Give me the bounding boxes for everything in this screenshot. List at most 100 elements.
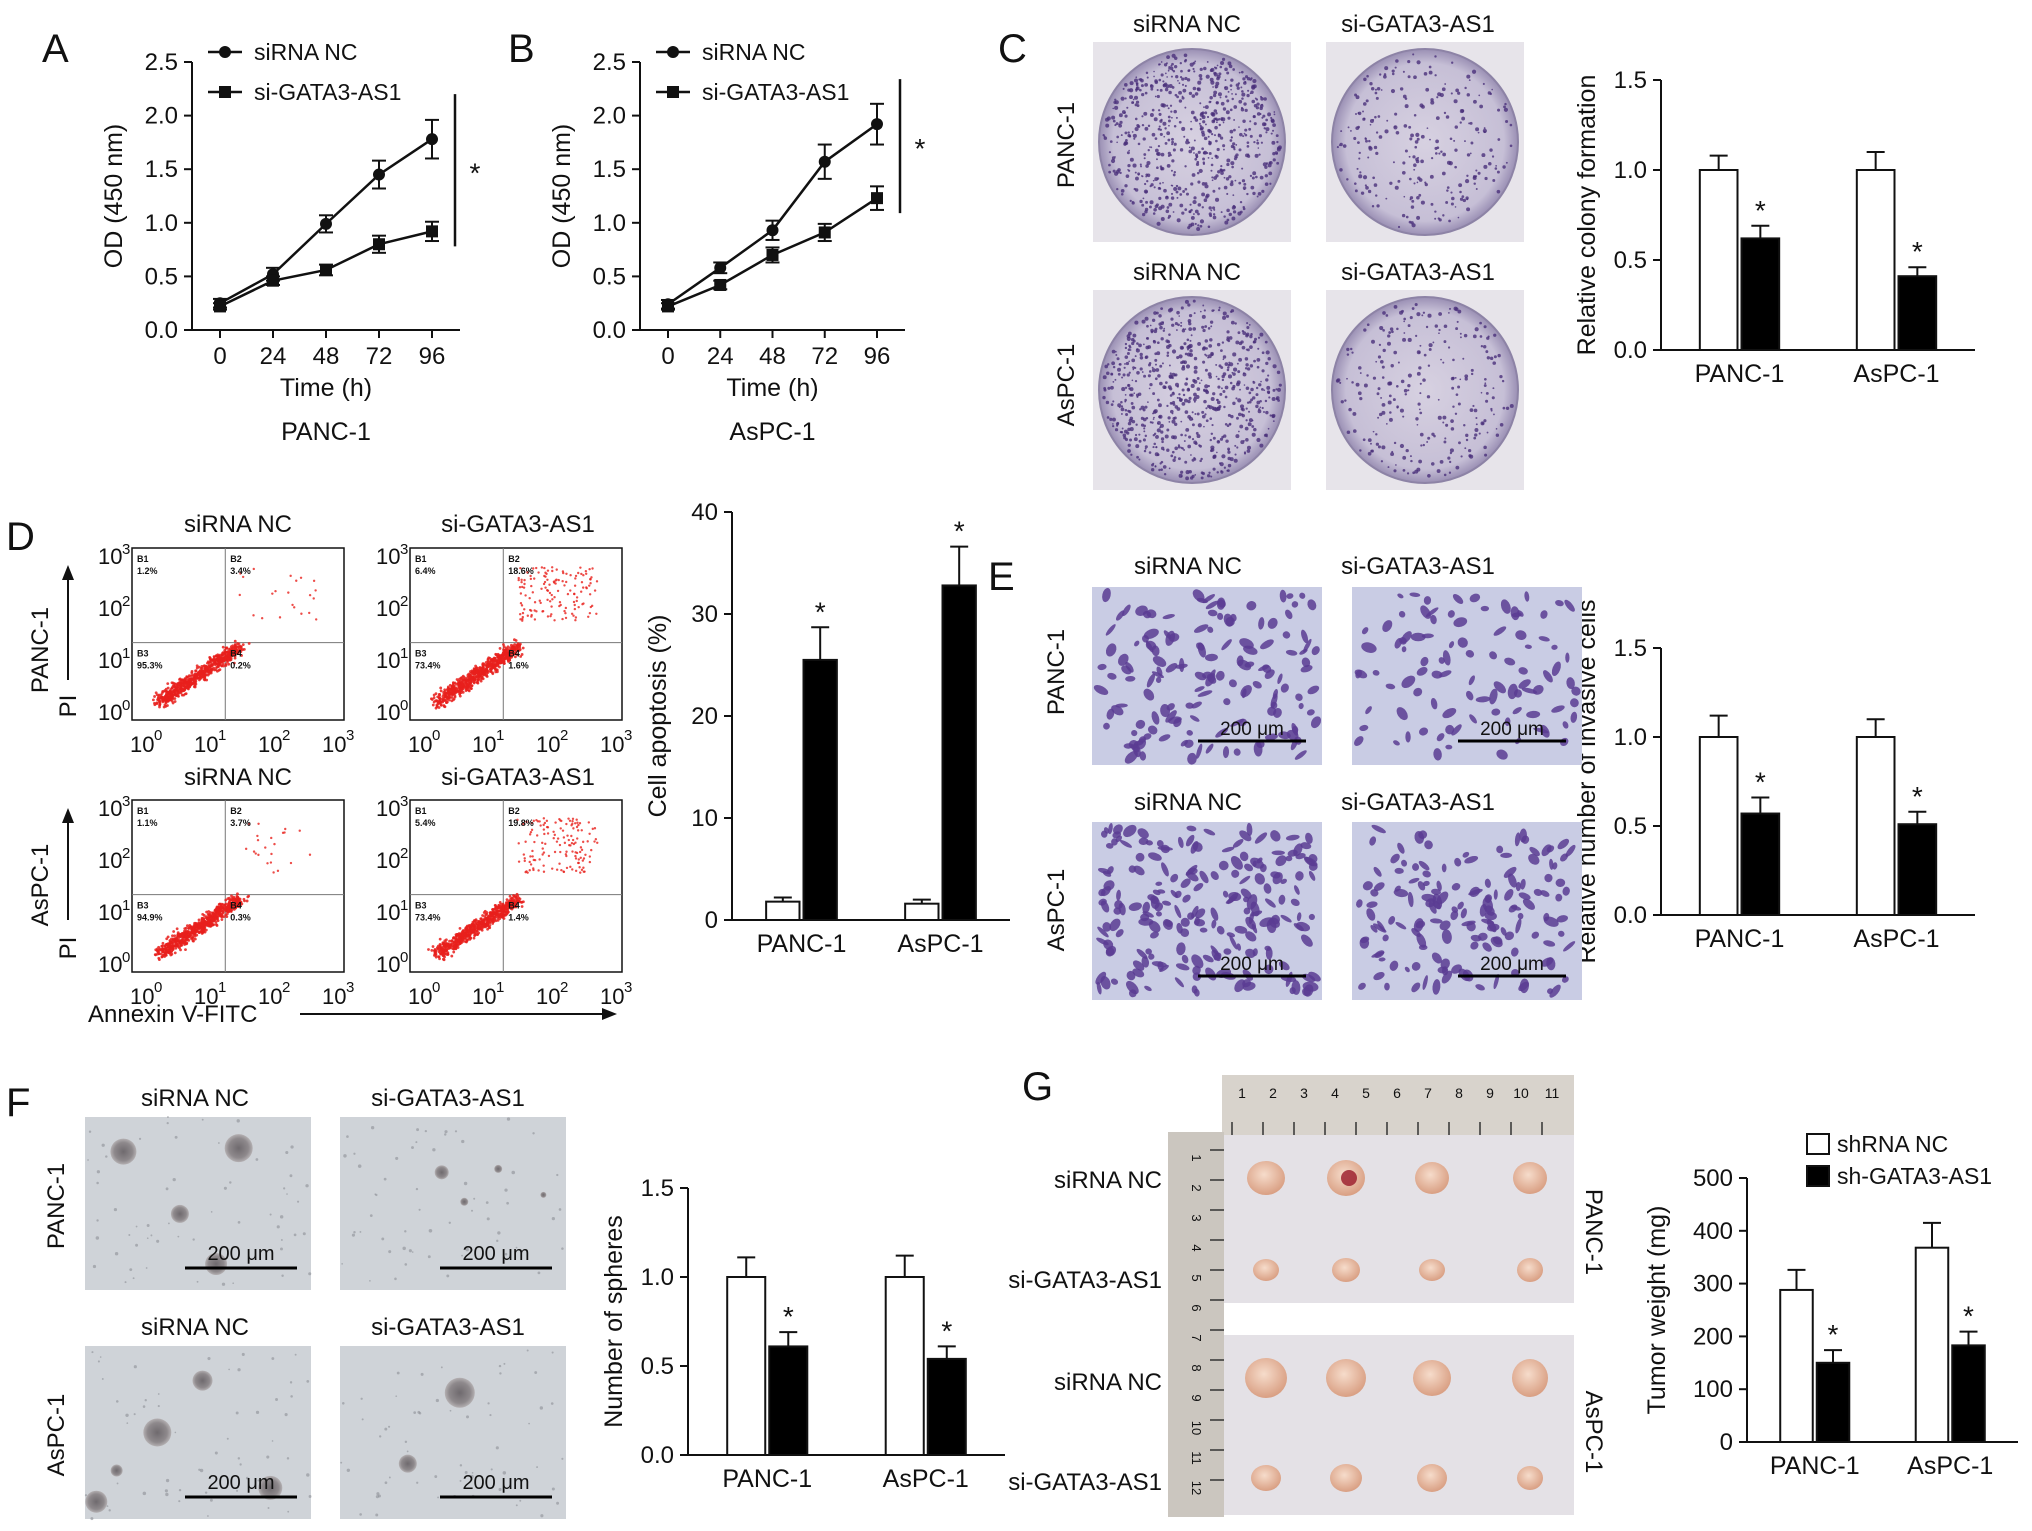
colony — [1399, 408, 1404, 413]
colony — [1216, 74, 1221, 79]
colony — [1124, 342, 1128, 346]
colony — [1263, 411, 1265, 413]
colony — [1184, 299, 1189, 304]
colony — [1146, 180, 1149, 183]
colony — [1399, 87, 1404, 91]
colony — [1226, 338, 1230, 342]
x-tick-exponent: 0 — [432, 727, 440, 744]
colony — [1237, 331, 1241, 335]
colony — [1185, 364, 1191, 369]
flow-event — [208, 913, 211, 916]
flow-event — [496, 659, 500, 663]
colony — [1493, 333, 1497, 337]
colony — [1363, 117, 1366, 120]
colony — [1134, 171, 1137, 174]
colony — [1459, 378, 1462, 381]
colony — [1223, 215, 1226, 218]
flow-event — [497, 654, 501, 658]
colony — [1388, 394, 1392, 398]
flow-event — [247, 642, 251, 645]
colony — [1450, 191, 1453, 194]
colony — [1475, 175, 1478, 178]
flow-event — [470, 684, 474, 688]
colony — [1347, 126, 1350, 129]
c-row-label-1: PANC-1 — [1053, 102, 1080, 188]
flow-event — [564, 616, 568, 620]
flow-event — [213, 668, 216, 672]
colony — [1184, 84, 1187, 88]
flow-event — [202, 914, 206, 917]
d-pi-arrowhead-2 — [62, 808, 74, 823]
colony — [1207, 156, 1210, 159]
flow-event — [437, 955, 441, 959]
colony — [1217, 92, 1222, 97]
colony — [1246, 192, 1249, 196]
colony — [1416, 181, 1419, 184]
flow-event — [581, 586, 585, 589]
flow-event — [550, 605, 553, 608]
flow-event — [191, 929, 195, 933]
colony — [1396, 405, 1399, 409]
colony — [1346, 377, 1348, 380]
colony — [1138, 343, 1142, 348]
colony — [1439, 460, 1444, 464]
colony — [1493, 413, 1495, 416]
flow-event — [203, 922, 207, 926]
colony — [1430, 157, 1434, 160]
colony — [1177, 186, 1182, 191]
colony — [1112, 417, 1116, 422]
flow-event — [580, 581, 584, 584]
flow-event — [252, 614, 255, 617]
colony — [1125, 413, 1129, 417]
colony — [1124, 386, 1128, 389]
flow-event — [173, 691, 177, 694]
colony — [1220, 117, 1224, 121]
colony — [1175, 116, 1178, 119]
colony — [1192, 213, 1195, 215]
colony — [1180, 446, 1183, 449]
colony — [1110, 158, 1116, 164]
colony — [1180, 470, 1184, 474]
y-tick-label: 0.5 — [1614, 247, 1647, 274]
flow-event — [462, 684, 465, 688]
colony — [1210, 432, 1214, 436]
colony — [1396, 384, 1399, 388]
colony — [1393, 305, 1398, 309]
flow-event — [473, 678, 477, 682]
flow-event — [193, 934, 197, 938]
colony — [1190, 120, 1192, 123]
colony — [1141, 319, 1146, 324]
colony — [1126, 106, 1129, 109]
colony — [1458, 183, 1463, 188]
colony — [1193, 70, 1196, 73]
colony — [1157, 109, 1161, 112]
colony — [1427, 473, 1431, 478]
colony — [1214, 154, 1218, 158]
colony — [1152, 462, 1155, 465]
colony — [1134, 433, 1138, 437]
significance-star: * — [1755, 195, 1766, 226]
colony — [1436, 469, 1441, 474]
flow-event — [554, 582, 557, 585]
data-point — [426, 133, 438, 146]
colony — [1150, 87, 1154, 91]
colony — [1387, 466, 1390, 469]
colony — [1402, 415, 1405, 418]
flow-event — [197, 930, 201, 934]
colony — [1367, 156, 1370, 159]
colony — [1118, 362, 1122, 366]
flow-event — [256, 834, 259, 838]
colony — [1451, 196, 1455, 201]
colony — [1134, 188, 1139, 192]
colony — [1202, 328, 1206, 333]
colony — [1178, 393, 1181, 396]
colony — [1179, 193, 1183, 196]
colony — [1130, 393, 1134, 397]
colony — [1278, 145, 1282, 150]
flow-event — [207, 917, 210, 921]
colony — [1145, 175, 1148, 178]
colony — [1229, 108, 1233, 112]
